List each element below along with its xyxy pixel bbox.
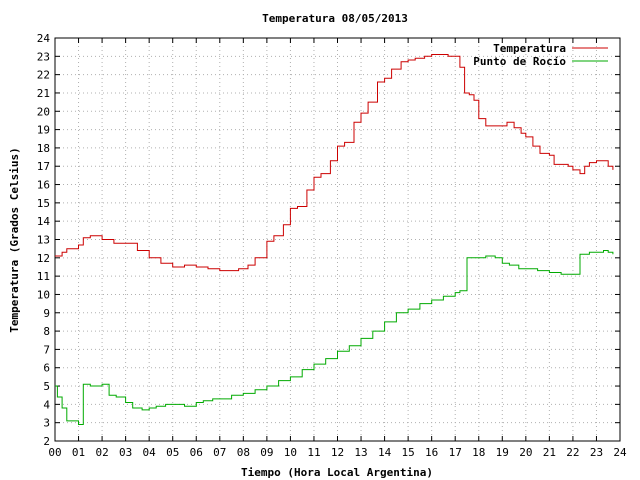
x-tick-label: 14 — [378, 446, 392, 459]
x-axis-title: Tiempo (Hora Local Argentina) — [241, 466, 433, 479]
x-tick-label: 10 — [284, 446, 297, 459]
x-tick-label: 13 — [354, 446, 367, 459]
y-tick-label: 20 — [37, 105, 50, 118]
y-tick-label: 4 — [43, 398, 50, 411]
x-tick-label: 06 — [190, 446, 203, 459]
y-axis-title: Temperatura (Grados Celsius) — [8, 147, 21, 332]
x-tick-label: 05 — [166, 446, 179, 459]
x-tick-label: 04 — [143, 446, 157, 459]
y-tick-label: 3 — [43, 417, 50, 430]
y-tick-label: 15 — [37, 197, 50, 210]
x-tick-label: 03 — [119, 446, 132, 459]
y-tick-label: 24 — [37, 32, 51, 45]
x-tick-labels: 00 01 02 03 04 05 06 07 08 09 10 11 12 13 14 15 16 17 18 19… — [48, 446, 627, 459]
y-tick-label: 8 — [43, 325, 50, 338]
legend: Temperatura Punto de Rocío — [473, 42, 608, 68]
x-tick-label: 23 — [590, 446, 603, 459]
x-tick-label: 21 — [543, 446, 556, 459]
y-tick-label: 7 — [43, 343, 50, 356]
x-tick-label: 08 — [237, 446, 250, 459]
series-layer — [55, 54, 614, 425]
x-tick-label: 00 — [48, 446, 61, 459]
y-tick-label: 5 — [43, 380, 50, 393]
x-tick-label: 22 — [566, 446, 579, 459]
x-tick-label: 02 — [95, 446, 108, 459]
y-tick-label: 9 — [43, 307, 50, 320]
y-tick-label: 19 — [37, 124, 50, 137]
y-tick-label: 21 — [37, 87, 50, 100]
x-tick-label: 01 — [72, 446, 85, 459]
y-tick-label: 10 — [37, 288, 50, 301]
y-tick-label: 12 — [37, 252, 50, 265]
y-tick-label: 2 — [43, 435, 50, 448]
x-tick-label: 17 — [449, 446, 462, 459]
legend-label-temperatura: Temperatura — [493, 42, 566, 55]
x-tick-label: 11 — [307, 446, 320, 459]
grid-lines — [55, 38, 620, 441]
axis-ticks — [54, 37, 621, 442]
x-tick-label: 15 — [402, 446, 415, 459]
y-tick-label: 16 — [37, 179, 50, 192]
y-tick-label: 23 — [37, 50, 50, 63]
y-tick-label: 11 — [37, 270, 50, 283]
series-line-temperatura — [55, 54, 614, 272]
x-tick-label: 12 — [331, 446, 344, 459]
y-tick-label: 22 — [37, 69, 50, 82]
x-tick-label: 09 — [260, 446, 273, 459]
y-tick-label: 18 — [37, 142, 50, 155]
x-tick-label: 20 — [519, 446, 532, 459]
x-tick-label: 07 — [213, 446, 226, 459]
x-tick-label: 18 — [472, 446, 485, 459]
y-tick-label: 6 — [43, 362, 50, 375]
series-line-punto-de-rocio — [55, 250, 614, 425]
chart-title: Temperatura 08/05/2013 — [262, 12, 408, 25]
y-tick-label: 17 — [37, 160, 50, 173]
x-tick-label: 24 — [613, 446, 627, 459]
y-tick-label: 14 — [37, 215, 51, 228]
x-tick-label: 16 — [425, 446, 438, 459]
x-tick-label: 19 — [496, 446, 509, 459]
legend-label-punto-de-rocio: Punto de Rocío — [473, 55, 566, 68]
y-tick-label: 13 — [37, 234, 50, 247]
